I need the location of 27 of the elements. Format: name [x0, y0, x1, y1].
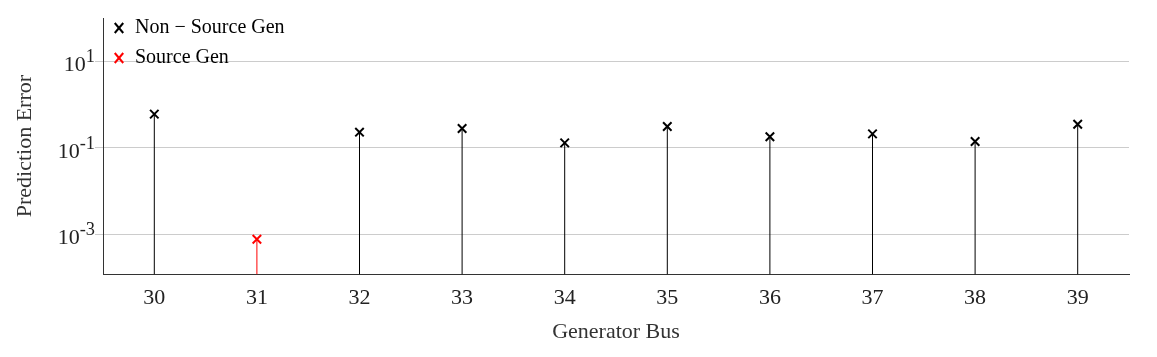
y-tick-label: 10$^{-3}$	[57, 219, 95, 250]
x-axis-title: Generator Bus	[552, 317, 680, 343]
point	[559, 137, 570, 149]
x-tick-label: 39	[1066, 284, 1089, 310]
legend-label: Non − Source Gen	[135, 15, 285, 38]
point	[764, 131, 776, 143]
point	[969, 136, 981, 147]
point	[149, 108, 160, 120]
y-axis-title: Prediction Error	[10, 74, 36, 218]
point	[867, 128, 878, 140]
x-tick-label: 31	[245, 284, 268, 310]
x-tick-label: 34	[553, 284, 576, 310]
x-tick-label: 32	[348, 284, 371, 310]
point	[456, 123, 468, 134]
x-tick-label: 33	[451, 284, 474, 310]
y-tick-label: 10$^{1}$	[63, 46, 95, 76]
point	[662, 121, 673, 132]
point	[354, 126, 365, 138]
point	[1072, 119, 1083, 130]
y-tick-label: 10$^{-1}$	[57, 133, 95, 163]
point	[251, 234, 263, 245]
x-tick-label: 38	[964, 284, 987, 310]
x-tick-label: 35	[656, 284, 679, 310]
x-tick-label: 30	[143, 284, 166, 310]
legend-label: Source Gen	[135, 45, 229, 68]
x-tick-label: 36	[758, 284, 781, 310]
x-tick-label: 37	[861, 284, 884, 310]
